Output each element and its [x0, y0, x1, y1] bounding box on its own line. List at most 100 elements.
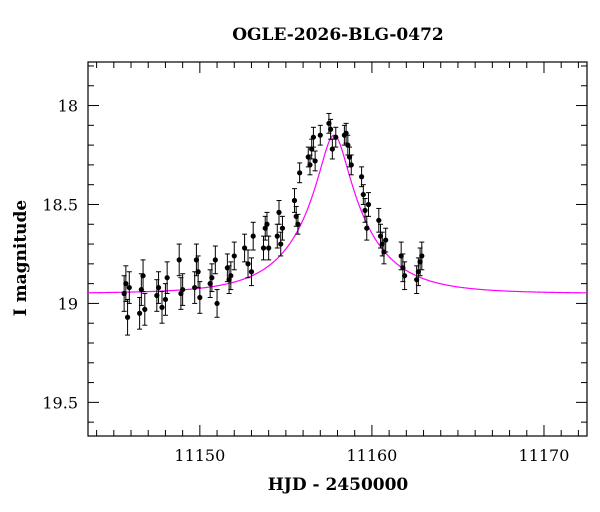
data-point — [402, 261, 408, 291]
x-tick-label: 11160 — [346, 446, 397, 465]
point-marker — [376, 217, 382, 223]
y-tick-labels: 18 18.5 19 19.5 — [42, 97, 78, 413]
data-point — [297, 162, 303, 184]
point-marker — [360, 191, 366, 198]
point-marker — [419, 253, 425, 259]
data-points — [121, 112, 425, 336]
y-tick-label: 18 — [58, 97, 78, 116]
data-point — [248, 257, 255, 287]
data-point — [317, 124, 323, 146]
axis-ticks — [88, 62, 587, 436]
point-marker — [126, 284, 132, 291]
data-point — [209, 263, 215, 293]
data-point — [383, 227, 389, 253]
data-point — [137, 296, 143, 330]
point-marker — [312, 158, 318, 164]
data-point — [195, 255, 201, 289]
data-point — [376, 207, 382, 233]
point-marker — [348, 162, 354, 168]
point-marker — [142, 306, 148, 312]
data-point — [348, 154, 354, 176]
point-marker — [362, 207, 368, 214]
point-marker — [228, 273, 234, 279]
x-tick-label: 11150 — [174, 446, 225, 465]
point-marker — [365, 201, 372, 208]
data-point — [176, 243, 182, 277]
model-fit-curve — [88, 134, 587, 294]
data-point — [266, 235, 272, 261]
point-marker — [124, 314, 131, 320]
data-point — [192, 271, 198, 304]
data-point — [142, 293, 148, 326]
y-tick-label: 19.5 — [42, 393, 78, 412]
data-point — [155, 271, 162, 304]
point-marker — [260, 245, 267, 251]
data-point — [124, 298, 131, 336]
point-marker — [402, 273, 408, 279]
point-marker — [123, 281, 129, 287]
y-axis-label: I magnitude — [11, 200, 31, 317]
point-marker — [317, 132, 323, 138]
point-marker — [310, 134, 317, 140]
point-marker — [248, 269, 255, 275]
data-point — [343, 122, 349, 144]
data-point — [245, 249, 251, 279]
data-point — [278, 231, 284, 257]
x-tick-labels: 11150 11160 11170 — [174, 446, 569, 465]
point-marker — [164, 275, 170, 281]
point-marker — [137, 310, 143, 316]
point-marker — [309, 146, 315, 152]
data-point — [214, 289, 220, 318]
point-marker — [291, 197, 298, 204]
data-point — [419, 241, 425, 271]
point-marker — [241, 245, 248, 251]
chart-title: OGLE-2026-BLG-0472 — [232, 25, 444, 45]
data-point — [307, 154, 313, 176]
point-marker — [250, 233, 256, 239]
y-tick-label: 18.5 — [42, 195, 78, 214]
point-marker — [212, 257, 218, 263]
data-point — [310, 126, 317, 148]
point-marker — [276, 209, 282, 215]
point-marker — [358, 174, 365, 180]
x-tick-label: 11170 — [519, 446, 570, 465]
point-marker — [329, 146, 335, 152]
point-marker — [180, 286, 186, 293]
y-tick-label: 19 — [58, 294, 78, 313]
point-marker — [278, 241, 284, 247]
point-marker — [297, 170, 303, 176]
point-marker — [214, 300, 220, 307]
data-point — [228, 261, 234, 291]
point-marker — [195, 269, 201, 275]
point-marker — [345, 142, 351, 148]
data-point — [365, 192, 372, 217]
point-marker — [264, 221, 270, 227]
point-marker — [197, 294, 203, 301]
point-marker — [245, 261, 251, 267]
data-point — [329, 138, 335, 160]
data-point — [126, 271, 132, 304]
data-point — [276, 200, 282, 225]
data-point — [164, 261, 170, 295]
data-point — [197, 281, 203, 314]
data-point — [159, 291, 165, 324]
point-marker — [159, 304, 165, 310]
data-point — [295, 213, 301, 235]
point-marker — [231, 253, 237, 259]
point-marker — [274, 233, 280, 239]
data-point — [291, 188, 298, 213]
data-point — [123, 265, 129, 302]
point-marker — [343, 130, 349, 136]
data-point — [279, 215, 286, 241]
point-marker — [140, 273, 146, 279]
data-point — [241, 233, 248, 263]
data-point — [231, 241, 237, 271]
point-marker — [162, 296, 169, 303]
data-point — [345, 134, 351, 156]
point-marker — [328, 126, 334, 132]
point-marker — [192, 284, 198, 291]
point-marker — [209, 275, 215, 281]
point-marker — [176, 257, 182, 263]
data-point — [358, 166, 365, 188]
